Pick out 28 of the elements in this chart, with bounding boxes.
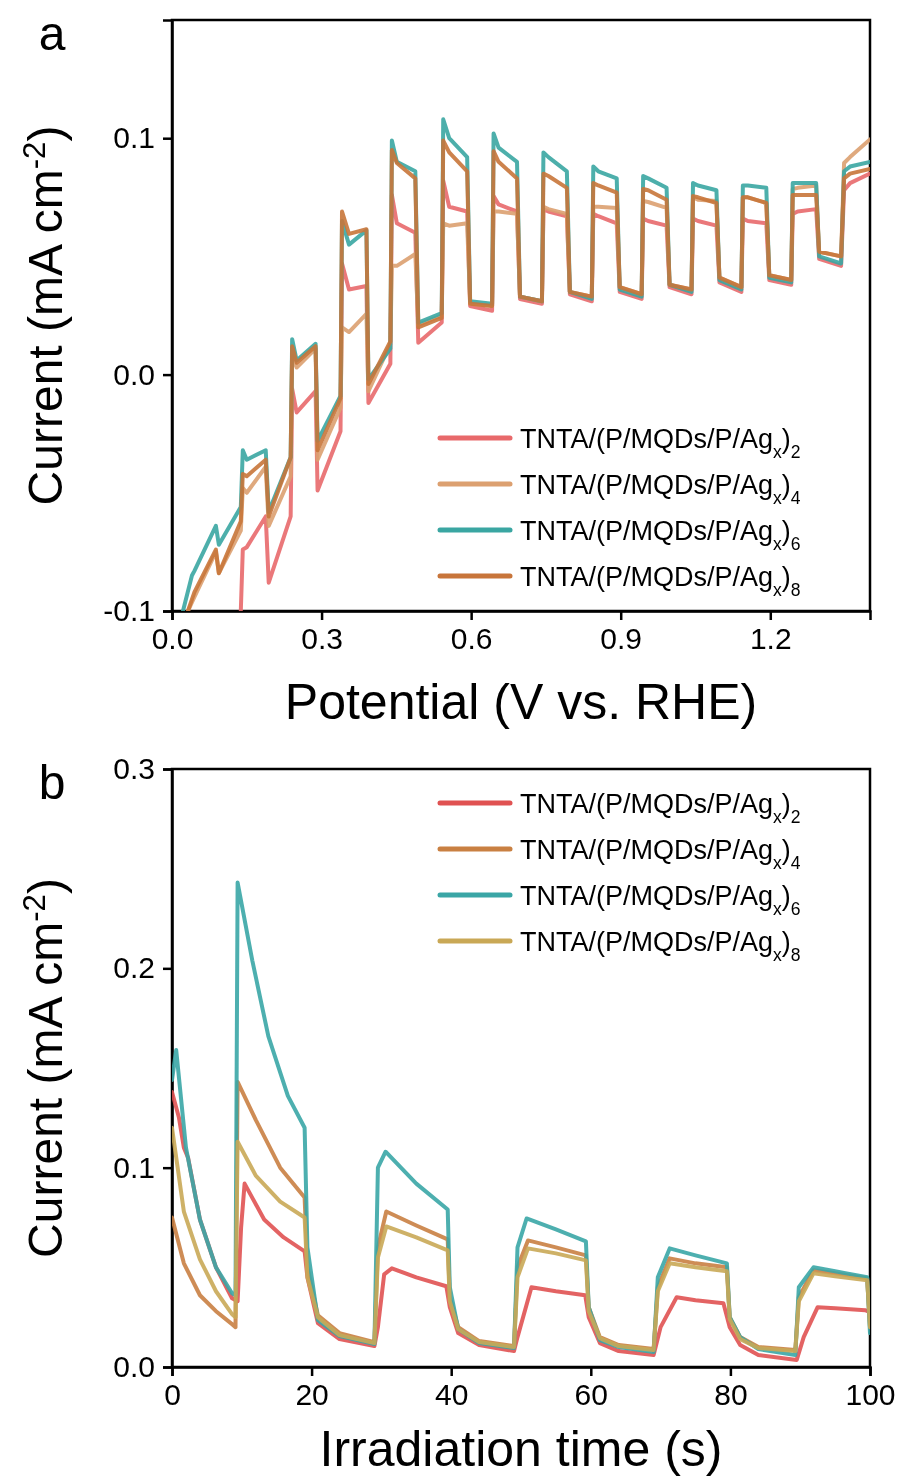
- y-tick-label: 0.0: [113, 357, 155, 391]
- text: b: [38, 756, 66, 809]
- y-tick-label: 0.1: [113, 121, 155, 155]
- y-tick-label: 0.2: [113, 951, 155, 985]
- x-tick-label: 0.6: [450, 622, 493, 656]
- y-tick-label: 0.1: [113, 1150, 155, 1184]
- x-tick-label: 0.3: [301, 622, 343, 656]
- legend-label: TNTA/(P/MQDs/P/Ag$_{x}$)$_{8}$: [520, 562, 801, 600]
- legend-label: TNTA/(P/MQDs/P/Ag$_{x}$)$_{4}$: [520, 470, 801, 508]
- x-tick-label: 40: [435, 1378, 469, 1412]
- x-axis-title: Irradiation time (s): [319, 1421, 723, 1477]
- x-tick-label: 60: [574, 1378, 608, 1412]
- legend-label: TNTA/(P/MQDs/P/Ag$_{x}$)$_{4}$: [520, 835, 801, 873]
- legend-label: TNTA/(P/MQDs/P/Ag$_{x}$)$_{8}$: [520, 927, 801, 965]
- x-tick-label: 1.2: [749, 622, 792, 656]
- legend-label: TNTA/(P/MQDs/P/Ag$_{x}$)$_{6}$: [520, 881, 801, 919]
- x-tick-label: 0.9: [600, 622, 643, 656]
- x-tick-label: 80: [714, 1378, 748, 1412]
- y-tick-label: 0.0: [113, 1350, 155, 1384]
- x-tick-label: 0: [164, 1378, 181, 1412]
- legend-label: TNTA/(P/MQDs/P/Ag$_{x}$)$_{6}$: [520, 516, 801, 554]
- y-tick-label: 0.3: [113, 752, 155, 786]
- legend-label: TNTA/(P/MQDs/P/Ag$_{x}$)$_{2}$: [520, 789, 801, 827]
- x-axis-title: Potential (V vs. RHE): [284, 674, 758, 730]
- x-tick-label: 20: [295, 1378, 329, 1412]
- legend-label: TNTA/(P/MQDs/P/Ag$_{x}$)$_{2}$: [520, 424, 801, 462]
- x-tick-label: 100: [845, 1378, 896, 1412]
- text: a: [38, 7, 66, 60]
